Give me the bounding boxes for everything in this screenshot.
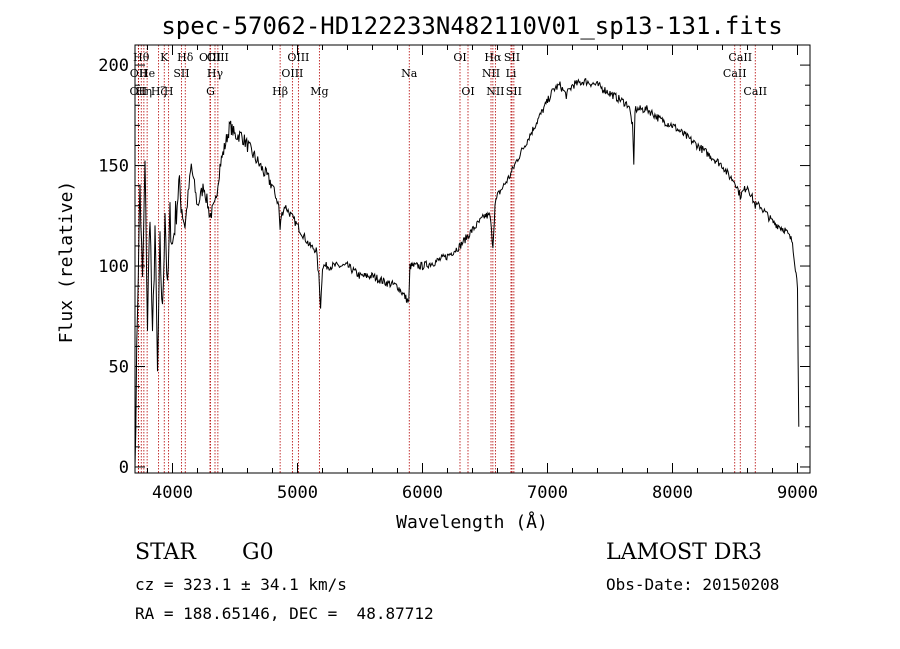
emission-line-label: OIII	[281, 67, 303, 80]
emission-line-label: H	[164, 85, 174, 98]
emission-line-label: G	[206, 85, 215, 98]
y-axis-label: Flux (relative)	[56, 181, 77, 344]
emission-line-label: K	[160, 51, 169, 64]
emission-line-label: Na	[401, 67, 418, 80]
emission-line-label: Mg	[310, 85, 328, 98]
emission-line-label: CaII	[723, 67, 747, 80]
x-tick-label: 9000	[777, 483, 818, 503]
y-tick-label: 50	[109, 358, 129, 378]
emission-line-label: SII	[504, 51, 520, 64]
emission-line-label: Hδ	[177, 51, 194, 64]
x-tick-label: 4000	[152, 483, 193, 503]
object-subclass: G0	[242, 540, 274, 565]
emission-line-label: OIII	[199, 51, 221, 64]
emission-line-label: OII	[130, 67, 148, 80]
emission-line-label: NII	[482, 67, 500, 80]
x-axis-ticks: 4000 5000 6000 7000 8000 9000	[147, 45, 818, 503]
emission-line-label: CaII	[728, 51, 752, 64]
emission-line-label: OIII	[287, 51, 309, 64]
obs-date: Obs-Date: 20150208	[606, 575, 779, 594]
emission-line-label: CaII	[743, 85, 767, 98]
emission-line-label: OII	[130, 85, 148, 98]
y-tick-label: 200	[98, 56, 129, 76]
coordinates: RA = 188.65146, DEC = 48.87712	[135, 604, 434, 623]
emission-line-label: Hζ	[151, 85, 167, 98]
emission-line-label: He	[139, 67, 155, 80]
x-tick-label: 8000	[652, 483, 693, 503]
emission-line-label: OI	[461, 85, 474, 98]
emission-line-label: Hβ	[272, 85, 288, 98]
x-tick-label: 5000	[277, 483, 318, 503]
emission-line-label: Hη	[136, 85, 152, 98]
plot-frame	[134, 44, 811, 474]
emission-line-label: Hγ	[207, 67, 224, 80]
x-tick-label: 7000	[527, 483, 568, 503]
emission-line-label: SII	[506, 85, 522, 98]
emission-line-label: Li	[506, 67, 517, 80]
emission-line-label: Hθ	[133, 51, 150, 64]
emission-line-label: SII	[173, 67, 189, 80]
x-tick-label: 6000	[402, 483, 443, 503]
x-axis-label: Wavelength (Å)	[396, 511, 548, 533]
object-class: STAR	[135, 540, 197, 565]
y-tick-label: 100	[98, 257, 129, 277]
redshift-cz: cz = 323.1 ± 34.1 km/s	[135, 575, 347, 594]
emission-line-label: OIII	[207, 51, 229, 64]
emission-line-label: NII	[486, 85, 504, 98]
chart-title: spec-57062-HD122233N482110V01_sp13-131.f…	[161, 12, 782, 40]
y-tick-label: 150	[98, 157, 129, 177]
emission-line-label: Hα	[484, 51, 502, 64]
y-axis-ticks: 0 50 100 150 200	[98, 56, 810, 478]
y-tick-label: 0	[119, 458, 129, 478]
survey-name: LAMOST DR3	[606, 540, 762, 565]
emission-line-label: OI	[453, 51, 466, 64]
spectrum-line	[134, 78, 800, 468]
